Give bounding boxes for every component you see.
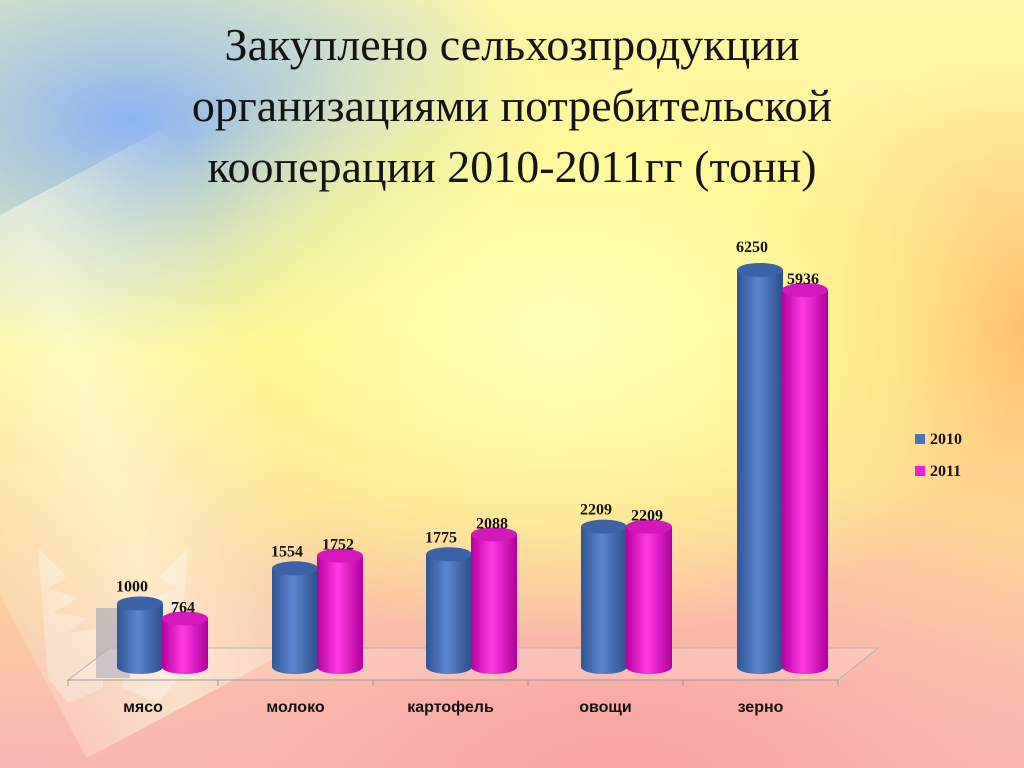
category-label-4: овощи bbox=[579, 699, 632, 716]
value-label-2011-2: 1752 bbox=[322, 537, 354, 554]
bar-top bbox=[782, 282, 828, 297]
title-line-2: организациями потребительской bbox=[191, 80, 833, 131]
bar-top bbox=[737, 263, 783, 277]
bar-2010-3 bbox=[426, 547, 472, 674]
slide-title: Закуплено сельхозпродукции организациями… bbox=[0, 14, 1024, 197]
chart-legend: 2010 2011 bbox=[915, 431, 962, 480]
value-label-2010-1: 1000 bbox=[116, 578, 148, 595]
bar-top bbox=[162, 611, 208, 626]
value-label-2011-4: 2209 bbox=[631, 508, 663, 525]
category-label-1: мясо bbox=[123, 699, 163, 716]
value-label-2010-5: 6250 bbox=[736, 239, 768, 256]
legend-swatch-2011 bbox=[915, 466, 925, 476]
value-label-2010-3: 1775 bbox=[425, 529, 457, 546]
bar-top bbox=[426, 547, 472, 562]
bar-2011-5 bbox=[782, 282, 828, 674]
value-label-2010-2: 1554 bbox=[271, 543, 303, 560]
bar-body bbox=[317, 555, 363, 674]
bar-top bbox=[272, 561, 318, 576]
category-label-2: молоко bbox=[266, 699, 325, 716]
value-label-2011-1: 764 bbox=[171, 599, 195, 616]
bar-2010-2 bbox=[272, 561, 318, 674]
title-line-3: кооперации 2010-2011гг (тонн) bbox=[207, 141, 817, 192]
bar-top bbox=[317, 548, 363, 563]
value-labels: 1000 764 1554 1752 1775 2088 2209 2209 6250 5936 bbox=[116, 239, 819, 616]
legend-label-2010: 2010 bbox=[930, 431, 962, 448]
bar-body bbox=[272, 568, 318, 674]
bar-body bbox=[626, 526, 672, 674]
value-label-2011-3: 2088 bbox=[476, 515, 508, 532]
chart-bars bbox=[117, 263, 828, 674]
category-label-5: зерно bbox=[738, 699, 784, 716]
bar-2011-2 bbox=[317, 548, 363, 674]
bar-top bbox=[626, 519, 672, 534]
title-line-1: Закуплено сельхозпродукции bbox=[224, 19, 800, 70]
bar-body bbox=[117, 603, 163, 674]
value-label-2011-5: 5936 bbox=[787, 271, 819, 288]
bar-body bbox=[782, 289, 828, 674]
bar-body bbox=[162, 618, 208, 674]
bar-top bbox=[471, 527, 517, 542]
bar-2011-3 bbox=[471, 527, 517, 674]
category-label-3: картофель bbox=[407, 699, 494, 716]
x-axis-labels: мясо молоко картофель овощи зерно bbox=[123, 699, 784, 716]
bar-top bbox=[117, 596, 163, 611]
bar-2010-5 bbox=[737, 263, 783, 674]
legend-swatch-2010 bbox=[915, 434, 925, 444]
bar-2010-1 bbox=[117, 596, 163, 674]
value-label-2010-4: 2209 bbox=[580, 502, 612, 519]
bar-body bbox=[426, 554, 472, 674]
bar-2011-1 bbox=[162, 611, 208, 674]
bar-body bbox=[471, 534, 517, 674]
bar-2010-4 bbox=[581, 519, 627, 674]
category-dividers bbox=[67, 680, 839, 686]
legend-label-2011: 2011 bbox=[930, 463, 961, 480]
bar-2011-4 bbox=[626, 519, 672, 674]
bar-body bbox=[737, 270, 783, 674]
bar-body bbox=[581, 526, 627, 674]
bar-top bbox=[581, 519, 627, 534]
